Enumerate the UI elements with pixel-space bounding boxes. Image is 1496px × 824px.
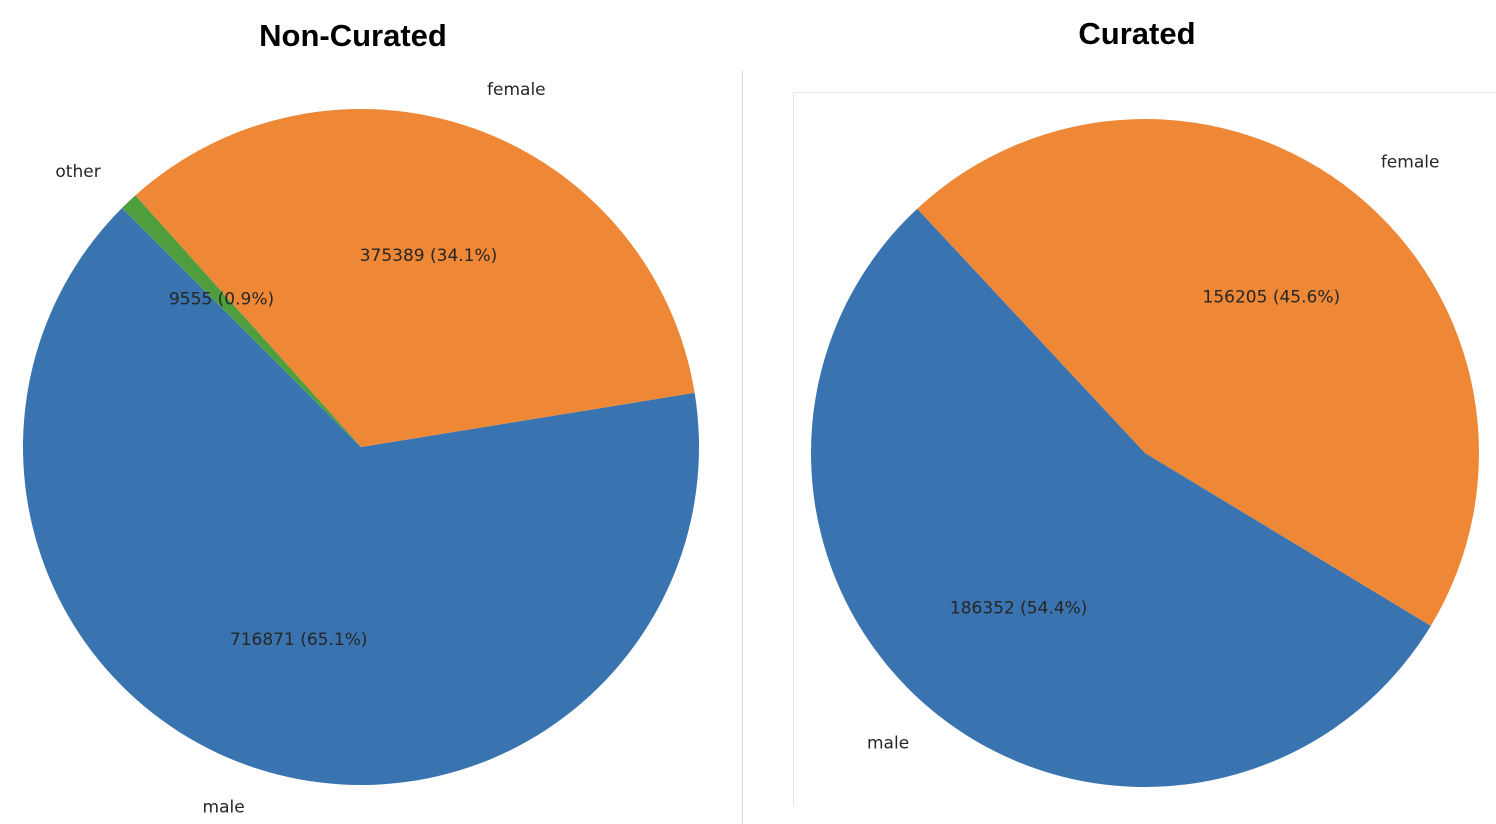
slice-value-label-female: 375389 (34.1%) [360, 246, 498, 266]
pie-slice-male [23, 207, 700, 785]
slice-value-label-male: 186352 (54.4%) [950, 599, 1088, 619]
slice-label-male: male [203, 797, 245, 817]
curated-chart-frame [793, 92, 1496, 806]
slice-value-label-other: 9555 (0.9%) [169, 290, 274, 310]
pie-slice-female [135, 108, 695, 447]
chart-title-non-curated: Non-Curated [259, 18, 447, 53]
slice-label-male: male [867, 733, 909, 753]
panel-divider [742, 70, 743, 824]
pie-slice-female [917, 118, 1480, 626]
slice-value-label-female: 156205 (45.6%) [1203, 287, 1341, 307]
slice-label-female: female [487, 80, 546, 100]
slice-value-label-male: 716871 (65.1%) [230, 630, 368, 650]
pie-slice-male [811, 208, 1431, 787]
chart-title-curated: Curated [1078, 16, 1196, 51]
slice-label-other: other [55, 162, 100, 182]
pie-slice-other [121, 195, 361, 447]
slice-label-female: female [1381, 153, 1440, 173]
